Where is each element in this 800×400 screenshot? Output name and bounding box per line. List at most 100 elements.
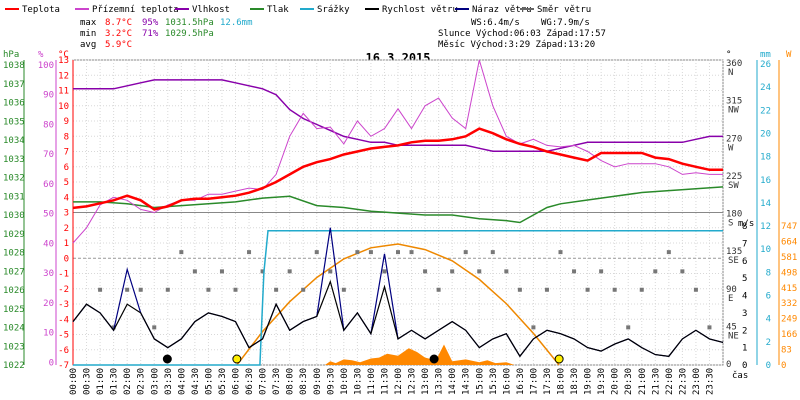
- tick-dir-name: E: [728, 294, 733, 304]
- tick-ms: 6: [742, 257, 747, 267]
- tick-hpa: 1037: [3, 80, 25, 90]
- moon-marker: [162, 354, 172, 364]
- tick-dir-deg: 0: [726, 360, 731, 370]
- wind-dir-point: [572, 269, 577, 274]
- tick-time: 23:00: [692, 368, 702, 395]
- tick-ms: 8: [742, 222, 747, 232]
- legend-label: Tlak: [267, 5, 289, 15]
- sun-marker: [554, 354, 564, 364]
- tick-time: 08:30: [299, 368, 309, 395]
- unit-degc: °C: [58, 50, 69, 60]
- tick-hpa: 1029: [3, 230, 25, 240]
- legend: Teplota Přízemní teplota Vlhkost Tlak Srážky…: [5, 5, 591, 15]
- tick-dir-deg: 180: [726, 210, 742, 220]
- tick-time: 17:00: [529, 368, 539, 395]
- tick-hpa: 1030: [3, 211, 25, 221]
- stats-max-temp: 8.7°C: [105, 18, 132, 28]
- tick-pct: 10: [43, 329, 54, 339]
- tick-time: 11:00: [367, 368, 377, 395]
- tick-pct: 50: [43, 210, 54, 220]
- tick-ms: 3: [742, 309, 747, 319]
- tick-w: 249: [781, 315, 797, 325]
- tick-mm: 6: [766, 292, 771, 302]
- wind-dir-point: [206, 287, 211, 292]
- tick-temp: 4: [64, 193, 69, 203]
- tick-time: 09:30: [326, 368, 336, 395]
- series-wind-speed: [72, 279, 724, 358]
- tick-temp: 0: [64, 254, 69, 264]
- wind-dir-point: [341, 287, 346, 292]
- tick-temp: -5: [58, 331, 69, 341]
- tick-time: 08:00: [286, 368, 296, 395]
- tick-mm: 18: [760, 153, 771, 163]
- tick-temp: 1: [64, 239, 69, 249]
- tick-dir-name: W: [728, 143, 734, 153]
- wind-dir-point: [247, 250, 252, 255]
- tick-mm: 8: [766, 268, 771, 278]
- tick-time: 14:30: [462, 368, 472, 395]
- tick-dir-name: NW: [728, 106, 739, 116]
- tick-dir-name: NE: [728, 331, 739, 341]
- tick-time: 22:30: [678, 368, 688, 395]
- stats-avg-temp: 5.9°C: [105, 40, 132, 50]
- tick-time: 19:30: [597, 368, 607, 395]
- tick-time: 07:30: [272, 368, 282, 395]
- tick-temp: 3: [64, 209, 69, 219]
- tick-time: 03:30: [164, 368, 174, 395]
- tick-temp: 13: [58, 56, 69, 66]
- tick-dir-deg: 135: [726, 247, 742, 257]
- tick-time: 17:30: [543, 368, 553, 395]
- tick-time: 20:00: [611, 368, 621, 395]
- tick-temp: -6: [58, 346, 69, 356]
- tick-time: 20:30: [624, 368, 634, 395]
- wind-dir-point: [301, 287, 306, 292]
- tick-mm: 16: [760, 176, 771, 186]
- tick-temp: 8: [64, 132, 69, 142]
- tick-time: 15:00: [475, 368, 485, 395]
- tick-time: 23:30: [705, 368, 715, 395]
- stats-max-hum: 95%: [142, 18, 159, 28]
- wind-dir-point: [274, 287, 279, 292]
- legend-label: Směr větru: [537, 5, 591, 15]
- tick-time: 21:00: [638, 368, 648, 395]
- wind-dir-point: [396, 250, 400, 255]
- tick-time: 02:30: [137, 368, 147, 395]
- tick-w: 83: [781, 346, 792, 356]
- wind-dir-point: [707, 325, 712, 330]
- tick-temp: -2: [58, 285, 69, 295]
- wind-dir-point: [138, 287, 143, 292]
- series-layer: [72, 59, 724, 366]
- tick-dir-deg: 45: [726, 322, 737, 332]
- unit-hpa: hPa: [3, 50, 19, 60]
- tick-hpa: 1028: [3, 249, 25, 259]
- unit-w: W: [786, 50, 792, 60]
- tick-ms: 5: [742, 274, 747, 284]
- stats-min-press: 1029.5hPa: [165, 29, 214, 39]
- stats-min-temp: 3.2°C: [105, 29, 132, 39]
- stats-min-hum: 71%: [142, 29, 159, 39]
- wind-dir-point: [477, 269, 482, 274]
- wind-dir-point: [219, 269, 224, 274]
- tick-time: 13:30: [435, 368, 445, 395]
- tick-time: 16:00: [502, 368, 512, 395]
- tick-temp: 6: [64, 163, 69, 173]
- series-temperature: [72, 127, 723, 211]
- tick-time: 06:30: [245, 368, 255, 395]
- tick-mm: 26: [760, 60, 771, 70]
- tick-dir-name: N: [728, 68, 733, 78]
- tick-temp: 2: [64, 224, 69, 234]
- tick-hpa: 1024: [3, 324, 25, 334]
- wind-dir-point: [639, 287, 644, 292]
- tick-time: 12:30: [408, 368, 418, 395]
- tick-time: 11:30: [380, 368, 390, 395]
- unit-ms: m/s: [738, 219, 754, 229]
- wind-dir-point: [179, 250, 184, 255]
- tick-dir-deg: 360: [726, 59, 742, 69]
- series-rain: [73, 229, 723, 366]
- wind-dir-point: [152, 325, 157, 330]
- series-solar: [236, 243, 560, 366]
- unit-pct: %: [38, 50, 44, 60]
- tick-time: 18:30: [570, 368, 580, 395]
- tick-hpa: 1033: [3, 155, 25, 165]
